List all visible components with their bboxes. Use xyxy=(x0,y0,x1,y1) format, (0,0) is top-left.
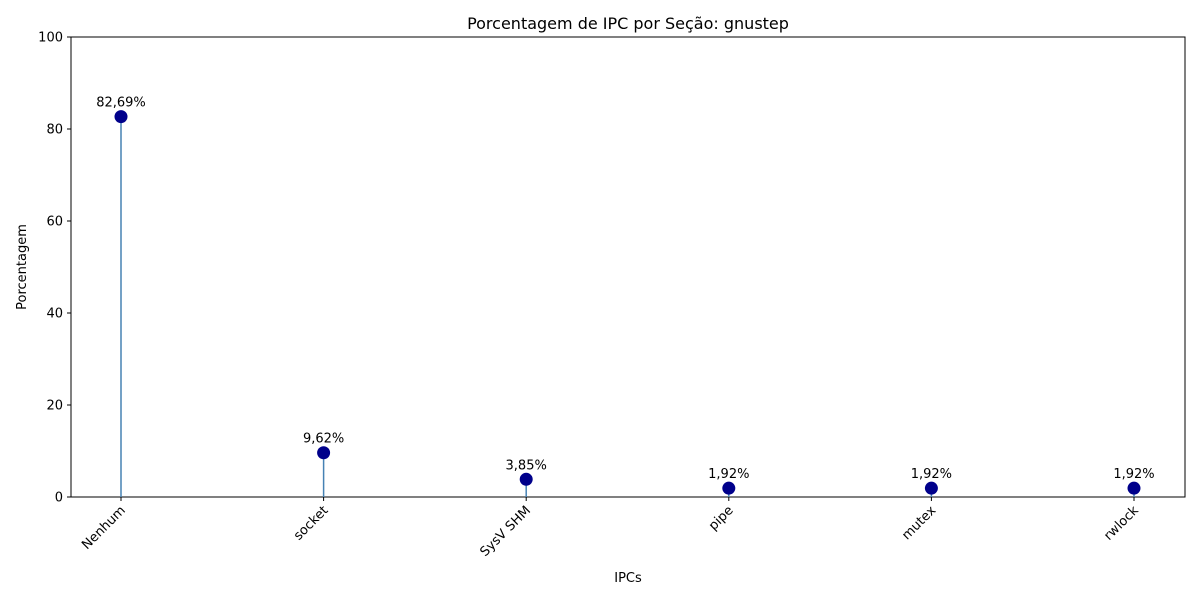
y-tick-label: 100 xyxy=(38,31,63,46)
plot-area xyxy=(70,36,1186,498)
lollipop-marker xyxy=(924,481,938,495)
lollipop-marker xyxy=(519,472,533,486)
lollipop-marker xyxy=(114,110,128,124)
x-tick-label: socket xyxy=(291,503,331,543)
y-tick-label: 40 xyxy=(46,307,63,322)
x-tick-label: mutex xyxy=(899,503,939,543)
lollipop-marker xyxy=(1127,481,1141,495)
y-tick-label: 80 xyxy=(46,123,63,138)
data-label: 9,62% xyxy=(303,432,344,447)
chart-title: Porcentagem de IPC por Seção: gnustep xyxy=(467,14,789,33)
data-label: 1,92% xyxy=(911,467,952,482)
x-tick-label: pipe xyxy=(706,503,736,533)
lollipop-marker xyxy=(722,481,736,495)
data-label: 3,85% xyxy=(506,458,547,473)
data-label: 1,92% xyxy=(1113,467,1154,482)
y-axis-label: Porcentagem xyxy=(15,224,30,310)
y-tick-label: 60 xyxy=(46,215,63,230)
y-axis: 0 20 40 60 80 100 xyxy=(38,31,71,506)
lollipop-marker xyxy=(317,446,331,460)
data-label: 82,69% xyxy=(96,96,146,111)
x-tick-label: rwlock xyxy=(1101,503,1142,544)
data-marks: 82,69% 9,62% 3,85% 1,92% 1,92% 1,92% xyxy=(96,96,1155,497)
data-label: 1,92% xyxy=(708,467,749,482)
x-axis: Nenhum socket SysV SHM pipe mutex rwlock xyxy=(79,497,1142,560)
x-tick-label: Nenhum xyxy=(79,503,129,553)
x-axis-label: IPCs xyxy=(614,571,642,586)
y-tick-label: 0 xyxy=(55,491,63,506)
y-tick-label: 20 xyxy=(46,399,63,414)
x-tick-label: SysV SHM xyxy=(477,503,534,560)
